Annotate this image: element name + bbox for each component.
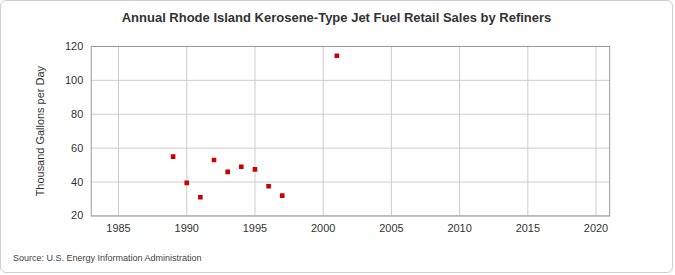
svg-text:2005: 2005 — [379, 222, 403, 234]
html-text:Annual Rhode Island Kerosene-T: Annual Rhode Island Kerosene-Type Jet Fu… — [121, 10, 552, 25]
svg-text:2020: 2020 — [584, 222, 608, 234]
svg-text:1990: 1990 — [175, 222, 199, 234]
svg-text:120: 120 — [65, 40, 83, 52]
svg-text:20: 20 — [71, 209, 83, 221]
html-text:Source: U.S. Energy Informatio: Source: U.S. Energy Information Administ… — [13, 253, 202, 263]
svg-text:2000: 2000 — [311, 222, 335, 234]
svg-text:1985: 1985 — [106, 222, 130, 234]
svg-text:40: 40 — [71, 176, 83, 188]
svg-text:Thousand Gallons per Day: Thousand Gallons per Day — [34, 66, 46, 197]
svg-text:1995: 1995 — [243, 222, 267, 234]
svg-text:2015: 2015 — [516, 222, 540, 234]
svg-text:80: 80 — [71, 108, 83, 120]
svg-text:100: 100 — [65, 74, 83, 86]
svg-text:2010: 2010 — [447, 222, 471, 234]
svg-text:60: 60 — [71, 142, 83, 154]
